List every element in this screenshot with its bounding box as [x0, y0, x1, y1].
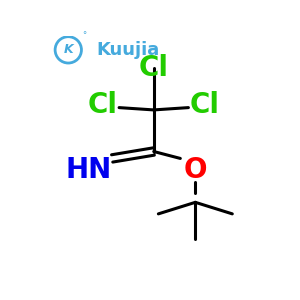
Text: Cl: Cl — [190, 91, 220, 119]
Text: K: K — [64, 44, 73, 56]
Text: Cl: Cl — [139, 54, 169, 82]
Text: O: O — [184, 156, 207, 184]
Text: °: ° — [82, 31, 86, 40]
Text: Kuujia: Kuujia — [96, 41, 159, 59]
Text: HN: HN — [66, 156, 112, 184]
Text: Cl: Cl — [88, 91, 118, 119]
